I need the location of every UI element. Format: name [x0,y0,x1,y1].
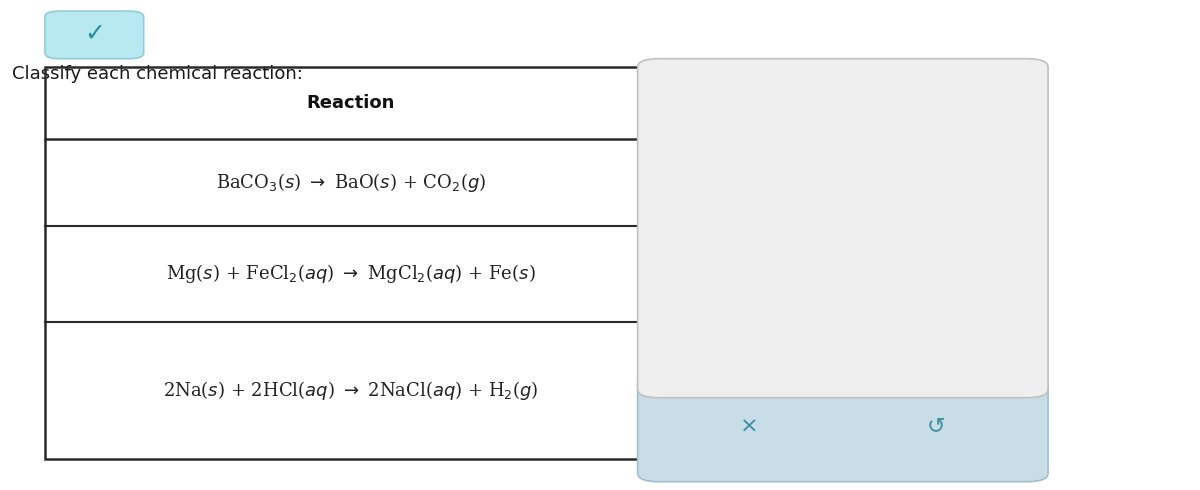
Text: Classify each chemical reaction:: Classify each chemical reaction: [12,65,302,83]
Text: single displacement: single displacement [683,251,848,270]
Text: combination: combination [683,137,785,155]
FancyBboxPatch shape [44,11,144,59]
Text: ×: × [740,416,758,436]
Text: ↺: ↺ [926,416,946,436]
Text: double displacement: double displacement [683,309,856,326]
Text: Type: Type [781,95,828,112]
Text: Mg($s$) + FeCl$_2$($aq$) $\rightarrow$ MgCl$_2$($aq$) + Fe($s$): Mg($s$) + FeCl$_2$($aq$) $\rightarrow$ M… [166,262,535,285]
FancyBboxPatch shape [637,376,1048,482]
Text: ✓: ✓ [84,22,104,46]
Text: ✓ choose one: ✓ choose one [683,80,797,98]
Text: BaCO$_3$($s$) $\rightarrow$ BaO($s$) + CO$_2$($g$): BaCO$_3$($s$) $\rightarrow$ BaO($s$) + C… [216,171,486,194]
Bar [44,67,953,459]
Text: decomposition: decomposition [683,194,804,212]
Text: none of the above: none of the above [683,366,834,384]
Text: Reaction: Reaction [306,95,395,112]
Text: 2Na($s$) + 2HCl($aq$) $\rightarrow$ 2NaCl($aq$) + H$_2$($g$): 2Na($s$) + 2HCl($aq$) $\rightarrow$ 2NaC… [163,379,539,402]
FancyBboxPatch shape [637,59,1048,398]
